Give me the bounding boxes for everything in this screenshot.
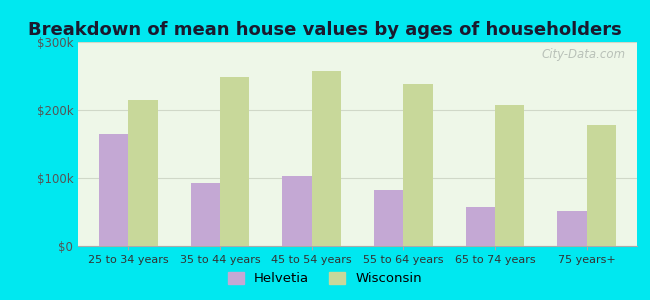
Bar <box>129 100 158 246</box>
Bar <box>190 183 220 246</box>
Bar <box>374 190 403 246</box>
Bar <box>557 211 586 246</box>
Text: City-Data.com: City-Data.com <box>541 48 626 61</box>
Text: Breakdown of mean house values by ages of householders: Breakdown of mean house values by ages o… <box>28 21 622 39</box>
Bar <box>282 176 312 246</box>
Bar <box>312 70 341 246</box>
Bar <box>586 125 616 246</box>
Bar <box>220 77 250 246</box>
Bar <box>465 207 495 246</box>
Legend: Helvetia, Wisconsin: Helvetia, Wisconsin <box>222 266 428 290</box>
Bar <box>403 84 433 246</box>
Bar <box>495 105 525 246</box>
Bar <box>99 134 129 246</box>
